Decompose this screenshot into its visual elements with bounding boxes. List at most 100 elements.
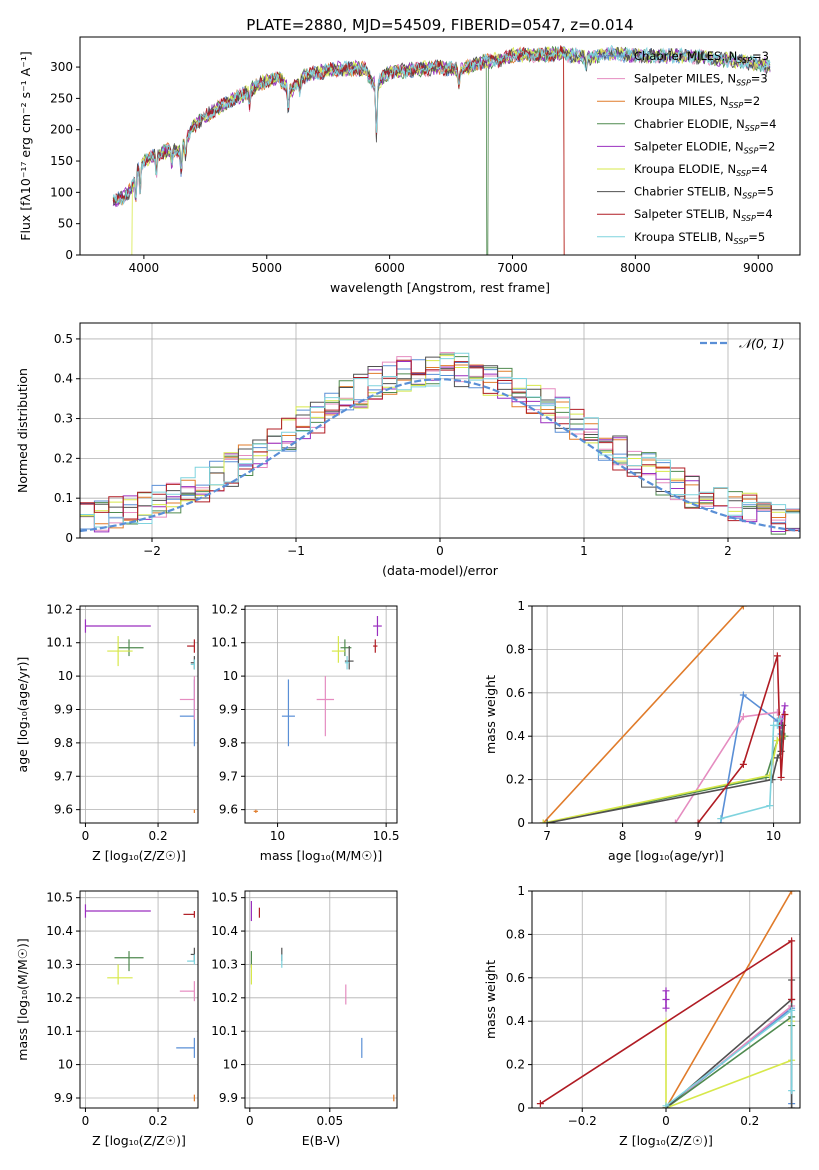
weight-marker-salpeter_stelib [781,711,789,718]
legend-label-suffix: =4 [751,162,768,176]
legend-label: Kroupa MILES, NSSP=2 [634,94,760,110]
y-tick-label: 10.5 [211,891,238,905]
x-axis-label: Z [log₁₀(Z/Z☉)] [92,848,186,863]
y-tick-label: 10.5 [46,891,73,905]
weight-marker-salpeter_stelib [788,996,796,1003]
weight-line-kroupa_miles [665,891,793,1108]
axes-frame [79,890,199,1109]
y-tick-label: 100 [50,185,73,199]
weight-line-chabrier_elodie [665,1015,793,1108]
weight-line-salpeter_stelib [697,655,786,823]
legend-label-text: Salpeter ELODIE, N [634,139,744,153]
legend-label-suffix: =5 [748,230,765,244]
legend-label-sub: SSP [736,79,751,88]
weight-marker-kroupa_miles [739,606,747,610]
y-tick-label: 9.8 [219,736,238,750]
y-tick-label: 50 [58,217,73,231]
axes-frame [531,605,801,824]
y-tick-label: 9.6 [54,803,73,817]
weight-marker-kroupa_stelib [662,1102,670,1108]
weight-marker-salpeter_elodie [781,702,789,710]
plot-area [250,901,395,1102]
legend-label: Chabrier MILES, NSSP=3 [634,49,769,65]
weight-marker-salpeter_miles [739,713,747,721]
y-tick-label: 9.7 [219,769,238,783]
y-tick-label: 0.6 [506,971,525,985]
weight-marker-salpeter_stelib [536,1100,544,1108]
y-tick-label: 10.2 [211,602,238,616]
x-tick-label: 8000 [620,261,651,275]
x-tick-label: 10.5 [373,829,400,843]
legend-label-suffix: =2 [743,94,760,108]
chart-age_vs_Z: 0 0.2 9.6 9.7 9.8 9.9 10 10.1 10.2 Z [log₁₀(Z/Z☉)… [15,602,199,863]
weight-marker-salpeter_stelib [777,773,785,781]
x-tick-label: 7 [543,829,551,843]
x-axis-label: (data-model)/error [382,563,499,578]
weight-marker-kroupa_stelib [717,815,725,823]
legend-label-sub: SSP [736,169,751,178]
figure-title: PLATE=2880, MJD=54509, FIBERID=0547, z=0… [246,16,633,34]
plot-area [84,619,195,813]
y-tick-label: 10.1 [46,1024,73,1038]
y-tick-label: 0.8 [506,927,525,941]
y-tick-label: 1 [517,884,525,898]
legend: 𝒩(0, 1) [700,336,785,351]
weight-marker-chabrier_stelib [773,754,781,762]
y-tick-label: 10.3 [211,957,238,971]
weight-marker-chabrier_elodie [762,773,770,781]
y-tick-label: 0.4 [54,372,73,386]
legend-label-text: Kroupa STELIB, N [634,230,734,244]
weight-marker-chabrier_miles [739,691,747,699]
x-axis-label: Z [log₁₀(Z/Z☉)] [92,1133,186,1148]
weight-marker-kroupa_stelib [773,721,781,729]
x-tick-label: 9 [694,829,702,843]
weight-marker-chabrier_stelib [768,776,776,784]
x-tick-label: −2 [143,544,161,558]
y-tick-label: 9.8 [54,736,73,750]
x-axis-label: Z [log₁₀(Z/Z☉)] [619,1133,713,1148]
y-tick-label: 10 [223,669,238,683]
y-axis-label: Normed distribution [15,368,30,493]
legend-label-sub: SSP [741,214,756,223]
legend-label-sub: SSP [745,124,760,133]
chart-residuals: 𝒩(0, 1) −2 −1 0 1 2 0 0.1 0.2 0.3 0.4 0.5 (data-mode… [15,322,801,578]
y-axis-label: age [log₁₀(age/yr)] [15,657,30,773]
weight-marker-salpeter_stelib [788,937,796,945]
y-tick-label: 250 [50,91,73,105]
plot-area [80,352,800,538]
legend-label-text: Chabrier ELODIE, N [634,117,745,131]
legend-label-suffix: =4 [760,117,777,131]
x-tick-label: 10 [270,829,285,843]
y-tick-label: 9.9 [54,1091,73,1105]
y-tick-label: 9.9 [54,702,73,716]
x-tick-label: 8 [619,829,627,843]
x-tick-label: 0 [436,544,444,558]
legend-label: Chabrier ELODIE, NSSP=4 [634,117,776,133]
legend-label-sub: SSP [734,237,749,246]
x-tick-label: 10 [766,829,781,843]
axes-frame [79,36,801,256]
weight-marker-kroupa_stelib [766,802,774,810]
weight-marker-salpeter_miles [671,819,679,823]
y-axis-label: mass weight [483,960,498,1039]
weight-marker-salpeter_stelib [773,652,781,660]
y-tick-label: 9.7 [54,769,73,783]
plot-area [536,891,796,1108]
y-tick-label: 1 [517,599,525,613]
y-tick-label: 0 [517,1101,525,1115]
legend-label-text: Kroupa MILES, N [634,94,729,108]
x-axis-label: E(B-V) [302,1133,341,1148]
x-tick-label: 0.05 [316,1114,343,1128]
chart-mass_vs_ebv: 0 0.05 9.9 10 10.1 10.2 10.3 10.4 10.5 E(B-V) [211,890,398,1148]
weight-line-chabrier_stelib [546,725,784,823]
y-tick-label: 0 [65,531,73,545]
x-axis-label: mass [log₁₀(M/M☉)] [260,848,382,863]
plot-area [539,606,789,823]
weight-marker-kroupa_miles [788,891,796,895]
spectrum-line-kroupa_stelib [112,44,771,206]
weight-marker-kroupa_stelib [788,1087,796,1095]
y-tick-label: 10.2 [46,602,73,616]
legend-label-suffix: =4 [756,207,773,221]
y-axis-label: mass weight [483,675,498,754]
